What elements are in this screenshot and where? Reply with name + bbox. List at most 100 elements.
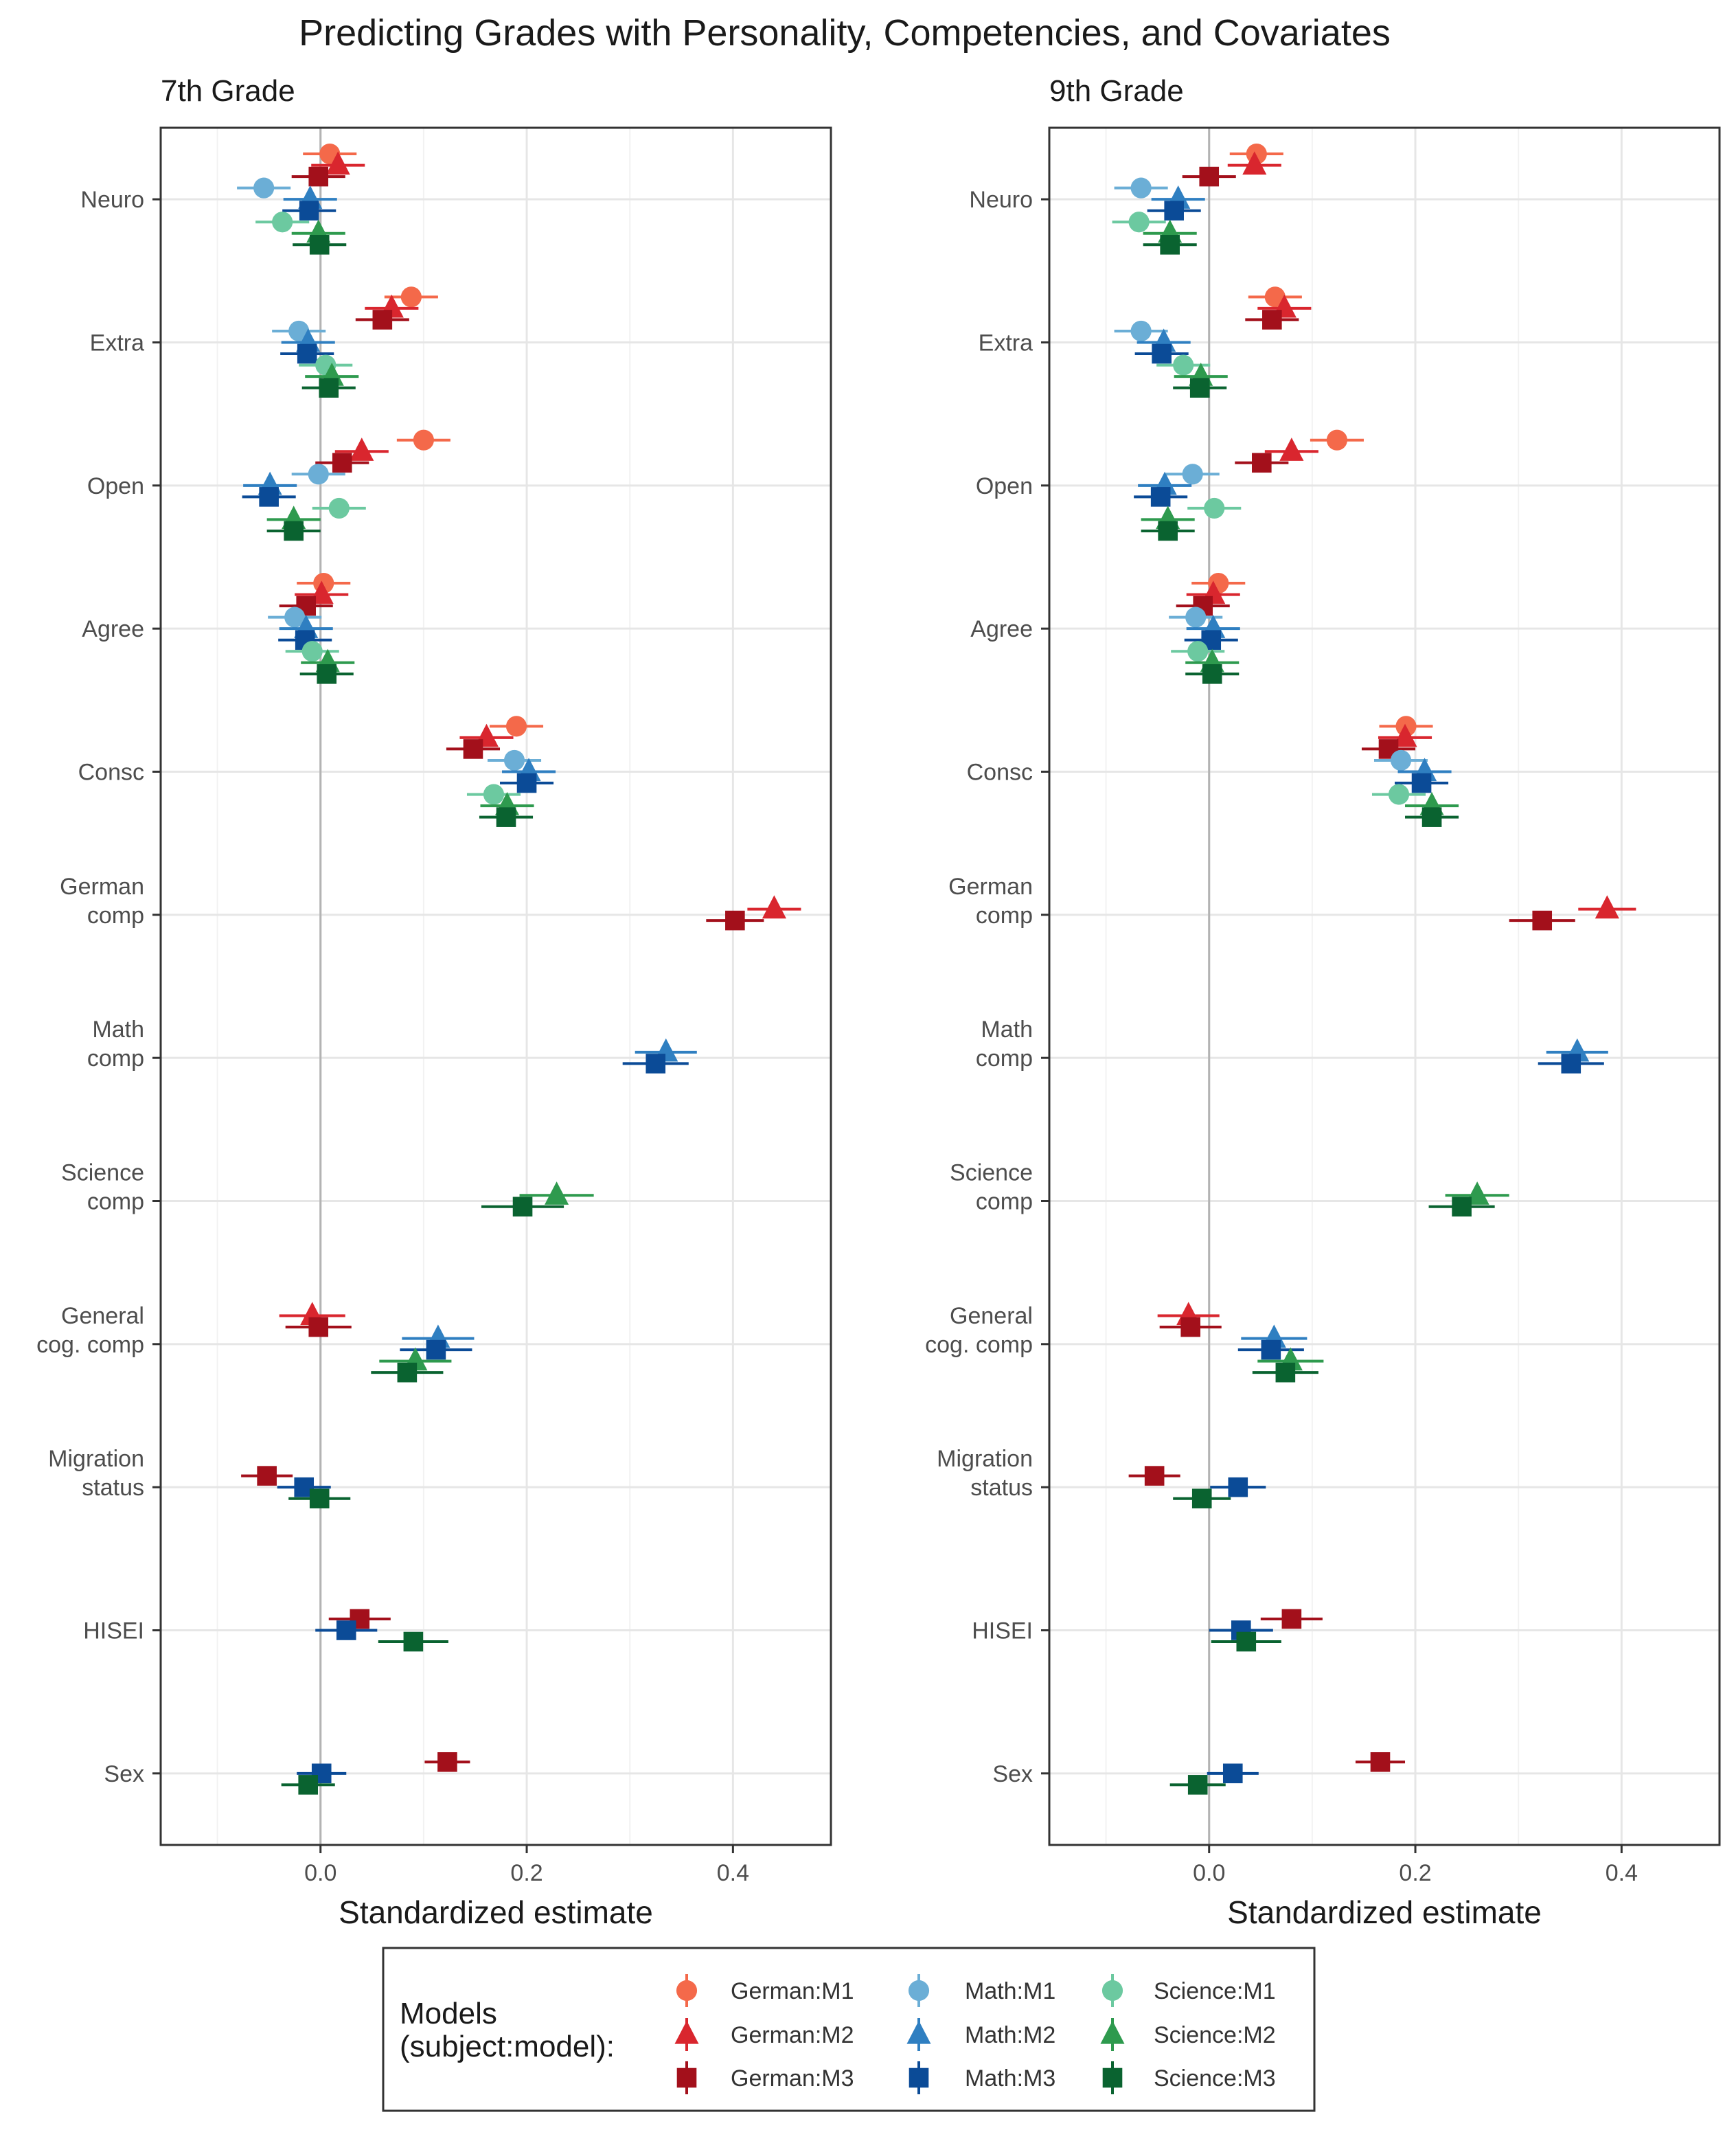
circle-marker [1130,177,1152,199]
y-tick-label-line: Neuro [80,187,144,213]
point-science-m3-migration-status [288,1488,351,1509]
y-tick-label-line: Agree [82,616,144,642]
triangle-marker [1242,151,1267,175]
y-tick-label: HISEI [83,1618,144,1644]
legend-key-square-icon [1102,2067,1123,2088]
panel-9th-grade: 9th Grade Neuro Extra Open Agree Consc German c… [925,74,1721,1930]
square-marker [1411,773,1432,793]
panel-border [159,126,832,1846]
point-math-m1-extra [272,320,326,342]
y-tick-label-line: German [60,874,144,900]
y-tick-label: Open [87,473,144,499]
y-tick-label-line: General [61,1303,144,1329]
square-marker [309,1488,330,1509]
point-german-m3-extra [355,310,409,330]
square-marker [1189,378,1210,398]
point-science-m1-consc [1371,784,1426,805]
square-marker [403,1631,424,1652]
y-tick-label-line: Migration [937,1446,1033,1472]
square-marker [1532,910,1553,931]
y-tick-label-line: comp [87,1189,144,1215]
point-science-m1-agree [1171,641,1225,662]
panel-7th-grade: 7th Grade Neuro Extra Open Agree Consc German c… [36,74,832,1930]
point-german-m3-neuro [291,166,345,187]
square-marker [1236,1631,1257,1652]
point-math-m1-agree [268,607,322,628]
point-german-m3-general-cog-comp [285,1317,352,1337]
y-tick-label-line: comp [87,903,144,929]
circle-marker [1130,320,1152,342]
point-german-m3-extra [1245,310,1299,330]
circle-marker [1173,354,1194,376]
x-tick-label: 0.2 [510,1860,542,1886]
point-german-m3-migration-status [1128,1466,1180,1486]
circle-marker [253,177,275,199]
square-marker [257,1466,277,1486]
point-math-m1-open [291,464,345,485]
legend-key-circle-icon [908,1980,930,2002]
circle-marker [1204,497,1225,519]
y-tick-label-line: Math [92,1017,144,1043]
y-tick-label: Extra [90,330,144,356]
circle-marker [1388,784,1410,805]
y-tick-label: Consc [967,760,1033,786]
point-german-m2-open [1264,438,1318,461]
legend-key-triangle-icon [1100,2020,1125,2044]
point-german-m1-extra [384,286,438,308]
square-marker [1561,1054,1581,1074]
legend-label: Math:M3 [965,2065,1055,2092]
y-tick-label-line: cog. comp [925,1332,1033,1358]
circle-marker [1185,607,1207,628]
y-tick-label-line: comp [976,1189,1033,1215]
square-marker [1199,166,1220,187]
legend-key-circle-icon [676,1980,698,2002]
y-tick-label: Math comp [87,1017,144,1072]
y-tick-label: Migration status [937,1446,1033,1501]
legend-entry-science-m1: Science:M1 [1101,1974,1276,2007]
square-marker [516,773,537,793]
legend-key-circle-icon [1101,1980,1123,2002]
triangle-marker [1393,723,1417,747]
point-science-m1-consc [466,784,521,805]
y-tick-label-line: HISEI [972,1618,1033,1644]
circle-marker [413,429,434,451]
square-marker [1150,487,1171,507]
square-marker [259,487,279,507]
square-marker [426,1339,446,1360]
legend-label: Science:M3 [1154,2065,1276,2092]
legend-box [382,1947,1316,2112]
point-german-m3-open [315,453,369,473]
y-tick-label-line: Migration [48,1446,144,1472]
point-german-m2-neuro [311,151,365,175]
triangle-marker [326,151,350,175]
legend-entry-math-m1: Math:M1 [908,1974,1055,2007]
square-marker [1222,1763,1243,1784]
point-math-m3-neuro [1147,201,1201,221]
legend: Models(subject:model): German:M1 German:M2… [382,1947,1316,2112]
point-math-m3-open [242,487,296,507]
point-science-m1-agree [285,641,339,662]
x-tick-label: 0.2 [1399,1860,1431,1886]
legend-label: German:M1 [731,1978,854,2004]
legend-entry-math-m2: Math:M2 [906,2018,1055,2051]
point-science-m3-sex [1169,1775,1226,1795]
point-science-m3-migration-status [1173,1488,1231,1509]
point-science-m3-science-comp [481,1197,564,1217]
circle-marker [272,212,293,233]
point-german-m3-german-comp [706,910,764,931]
point-science-m3-hisei [1211,1631,1281,1652]
y-tick-label: German comp [60,874,144,929]
square-marker [1164,201,1184,221]
square-marker [1160,235,1180,255]
square-marker [1262,310,1282,330]
y-tick-label-line: status [82,1475,144,1501]
y-tick-label-line: Sex [104,1761,144,1787]
point-german-m2-consc [1378,723,1432,747]
square-marker [284,521,304,541]
point-german-m3-general-cog-comp [1159,1317,1222,1337]
point-german-m1-consc [489,716,544,737]
square-marker [308,1317,329,1337]
circle-marker [301,641,323,662]
y-tick-label: Science comp [61,1160,144,1215]
